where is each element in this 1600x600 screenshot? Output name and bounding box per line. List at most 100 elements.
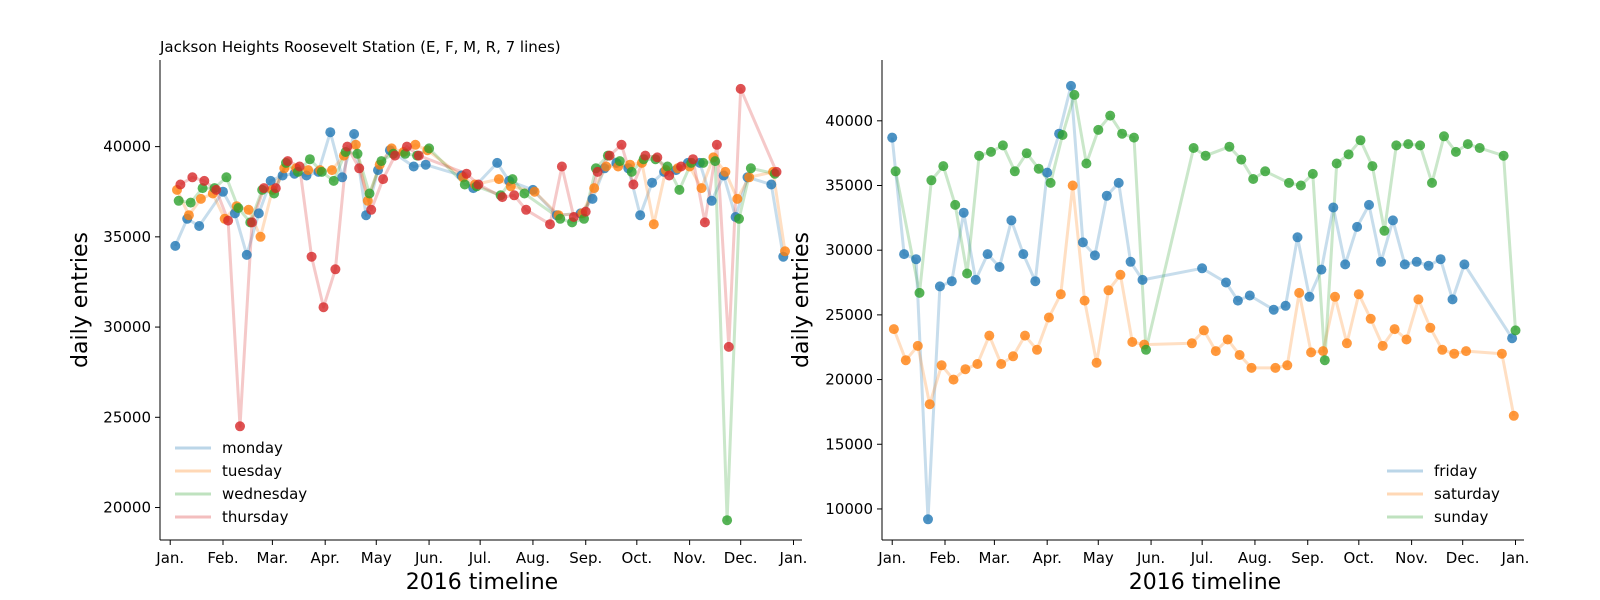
data-point-friday [1387,215,1398,226]
data-point-tuesday [303,165,314,176]
data-point-saturday [1246,362,1257,373]
x-tick-label: May [361,549,392,567]
data-point-saturday [1425,322,1436,333]
x-tick-label: Feb. [929,549,960,567]
data-point-wednesday [233,203,244,213]
y-tick-label: 40000 [103,138,151,156]
data-point-sunday [986,146,996,157]
data-point-monday [492,157,503,168]
data-point-tuesday [589,183,600,194]
data-point-sunday [1081,158,1092,169]
data-point-sunday [1045,177,1056,188]
y-tick-label: 35000 [103,228,151,246]
data-point-sunday [1009,166,1020,177]
x-tick-label: Oct. [621,549,652,567]
x-tick-label: Jan. [1501,549,1530,567]
data-point-monday [647,177,658,188]
data-point-sunday [1439,131,1449,142]
data-point-friday [1137,274,1148,285]
data-point-friday [1244,290,1255,301]
data-point-sunday [1355,135,1366,146]
data-point-wednesday [352,148,363,159]
data-point-thursday [735,83,746,94]
data-point-saturday [1341,338,1352,349]
data-point-monday [635,210,646,221]
data-point-sunday [1033,163,1044,174]
data-point-wednesday [364,188,375,199]
x-tick-label: Mar. [979,549,1011,567]
data-point-tuesday [410,139,421,150]
data-point-thursday [235,421,245,432]
data-point-sunday [1319,355,1330,366]
data-point-saturday [972,359,983,369]
data-point-thursday [771,166,782,177]
data-point-tuesday [720,166,731,177]
data-point-saturday [912,340,923,351]
data-point-wednesday [316,166,327,177]
y-tick-label: 10000 [825,500,873,518]
data-point-saturday [1389,324,1400,335]
chart-title: Jackson Heights Roosevelt Station (E, F,… [159,38,561,56]
data-point-friday [1316,264,1327,275]
data-point-tuesday [493,174,504,185]
data-point-friday [982,249,993,260]
data-point-saturday [1294,287,1305,298]
data-point-friday [1280,300,1291,311]
data-point-monday [420,159,431,170]
data-point-friday [1042,167,1053,178]
data-point-sunday [1307,168,1318,179]
data-point-thursday [223,215,234,226]
data-point-friday [1066,80,1076,91]
data-point-saturday [936,360,947,371]
x-tick-label: Feb. [207,549,238,567]
data-point-saturday [924,399,935,410]
data-point-friday [1340,259,1351,270]
data-point-friday [1352,221,1363,232]
data-point-wednesday [662,161,673,172]
data-point-thursday [294,161,305,172]
data-point-saturday [1234,350,1245,360]
y-tick-label: 30000 [103,318,151,336]
data-point-tuesday [744,172,755,183]
data-point-friday [1113,177,1124,188]
data-point-sunday [1141,344,1151,355]
data-point-tuesday [696,183,707,194]
legend-label-thursday: thursday [222,508,289,526]
x-tick-label: Jan. [155,549,184,567]
x-tick-label: Dec. [1446,549,1480,567]
x-tick-label: Nov. [1395,549,1428,567]
data-point-friday [1101,190,1112,201]
data-point-thursday [497,192,508,203]
data-point-monday [194,221,205,231]
data-point-saturday [1055,289,1066,300]
data-point-saturday [1353,289,1364,300]
data-point-thursday [699,217,710,228]
data-point-sunday [1498,150,1509,161]
data-point-friday [1232,295,1243,306]
data-point-friday [899,249,910,260]
legend-label-monday: monday [222,439,283,457]
y-axis-title: daily entries [789,232,814,368]
data-point-sunday [1236,154,1247,165]
data-point-sunday [914,287,925,298]
data-point-thursday [175,179,186,190]
data-point-thursday [711,139,722,150]
data-point-tuesday [350,139,361,150]
data-point-friday [1435,254,1446,265]
data-point-sunday [1391,140,1402,151]
data-point-tuesday [648,219,659,230]
data-point-sunday [1069,89,1080,100]
data-point-saturday [1496,348,1507,359]
legend-label-wednesday: wednesday [222,485,307,503]
data-point-sunday [1403,139,1414,150]
data-point-friday [911,254,922,265]
y-tick-label: 20000 [103,499,151,517]
data-point-thursday [318,302,329,313]
data-point-monday [253,208,264,219]
data-point-saturday [1091,357,1102,368]
data-point-tuesday [183,210,194,221]
data-point-saturday [1306,347,1317,358]
y-tick-label: 30000 [825,241,873,259]
data-point-thursday [258,183,269,194]
